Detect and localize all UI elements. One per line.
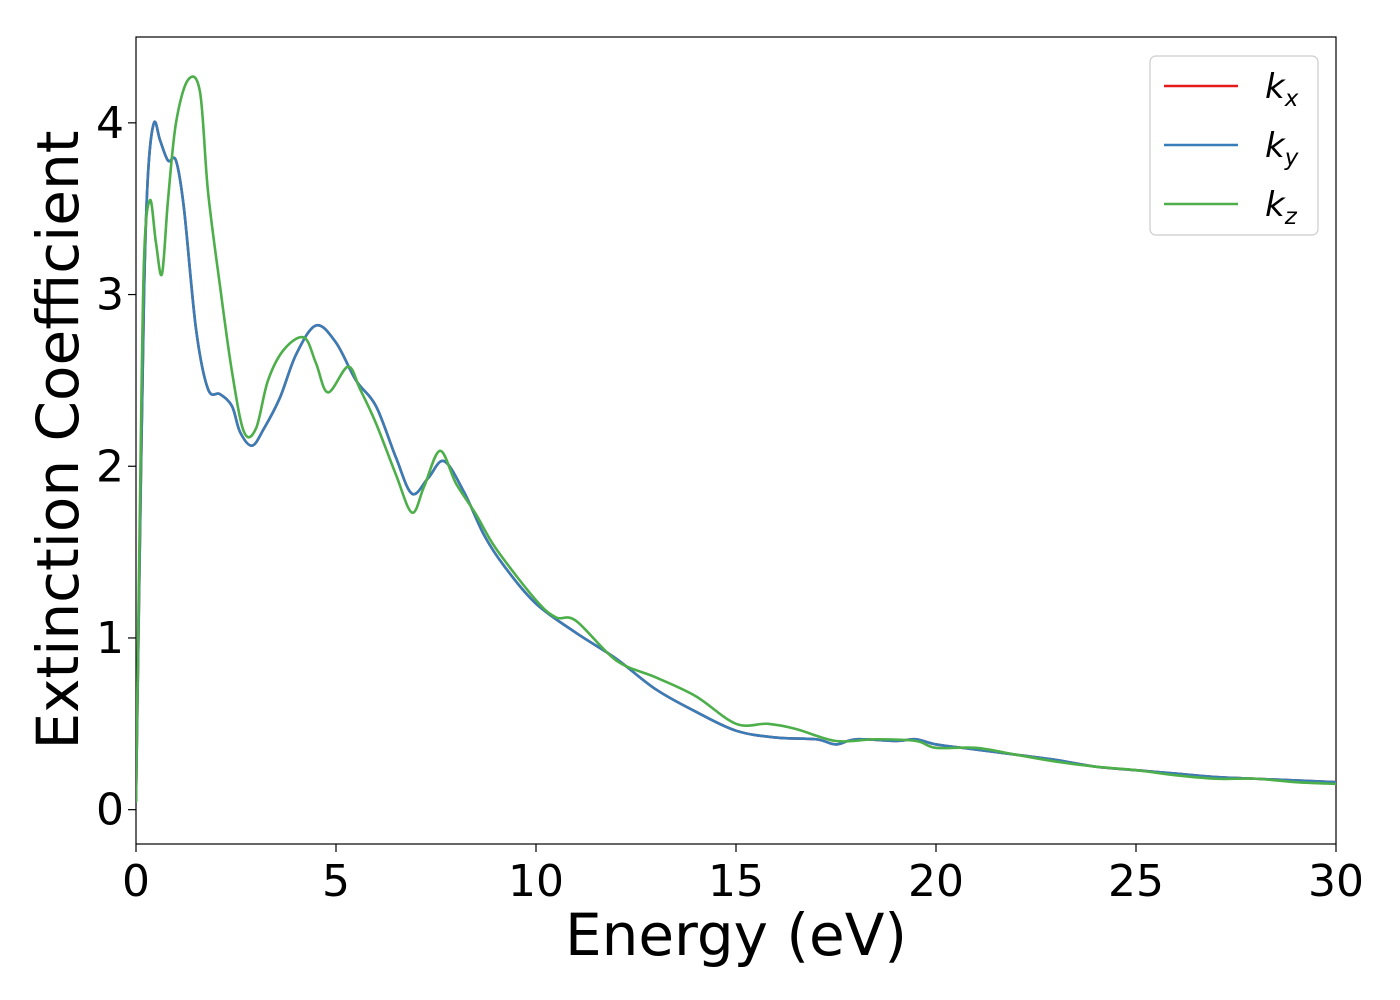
legend-label-base: k — [1265, 185, 1286, 225]
y-axis-title: Extinction Coefficient — [24, 131, 92, 750]
legend-label-k-y: ky — [1265, 126, 1299, 171]
series-line-k-z — [136, 75, 1336, 803]
x-axis-title: Energy (eV) — [565, 901, 907, 969]
x-tick-label: 20 — [908, 856, 964, 907]
legend-label-base: k — [1265, 126, 1286, 166]
x-tick-label: 30 — [1308, 856, 1364, 907]
y-tick-label: 2 — [96, 441, 124, 492]
legend-label-k-z: kz — [1265, 185, 1298, 230]
legend-label-base: k — [1265, 67, 1286, 107]
y-tick-label: 3 — [96, 270, 124, 321]
legend-label-subscript: y — [1284, 145, 1299, 171]
y-tick-label: 1 — [96, 613, 124, 664]
legend-label-subscript: z — [1284, 204, 1298, 230]
y-axis-ticks: 0 1 2 3 4 — [96, 98, 136, 836]
y-tick-label: 0 — [96, 785, 124, 836]
y-tick-label: 4 — [96, 98, 124, 149]
x-axis-ticks: 0 5 10 15 20 25 30 — [122, 844, 1364, 907]
x-tick-label: 10 — [508, 856, 564, 907]
x-tick-label: 5 — [322, 856, 350, 907]
x-tick-label: 15 — [708, 856, 764, 907]
series-lines — [136, 75, 1336, 803]
x-tick-label: 0 — [122, 856, 150, 907]
x-tick-label: 25 — [1108, 856, 1164, 907]
series-line-k-y — [136, 120, 1336, 803]
legend-label-subscript: x — [1284, 86, 1299, 112]
legend-label-k-x: kx — [1265, 67, 1299, 112]
